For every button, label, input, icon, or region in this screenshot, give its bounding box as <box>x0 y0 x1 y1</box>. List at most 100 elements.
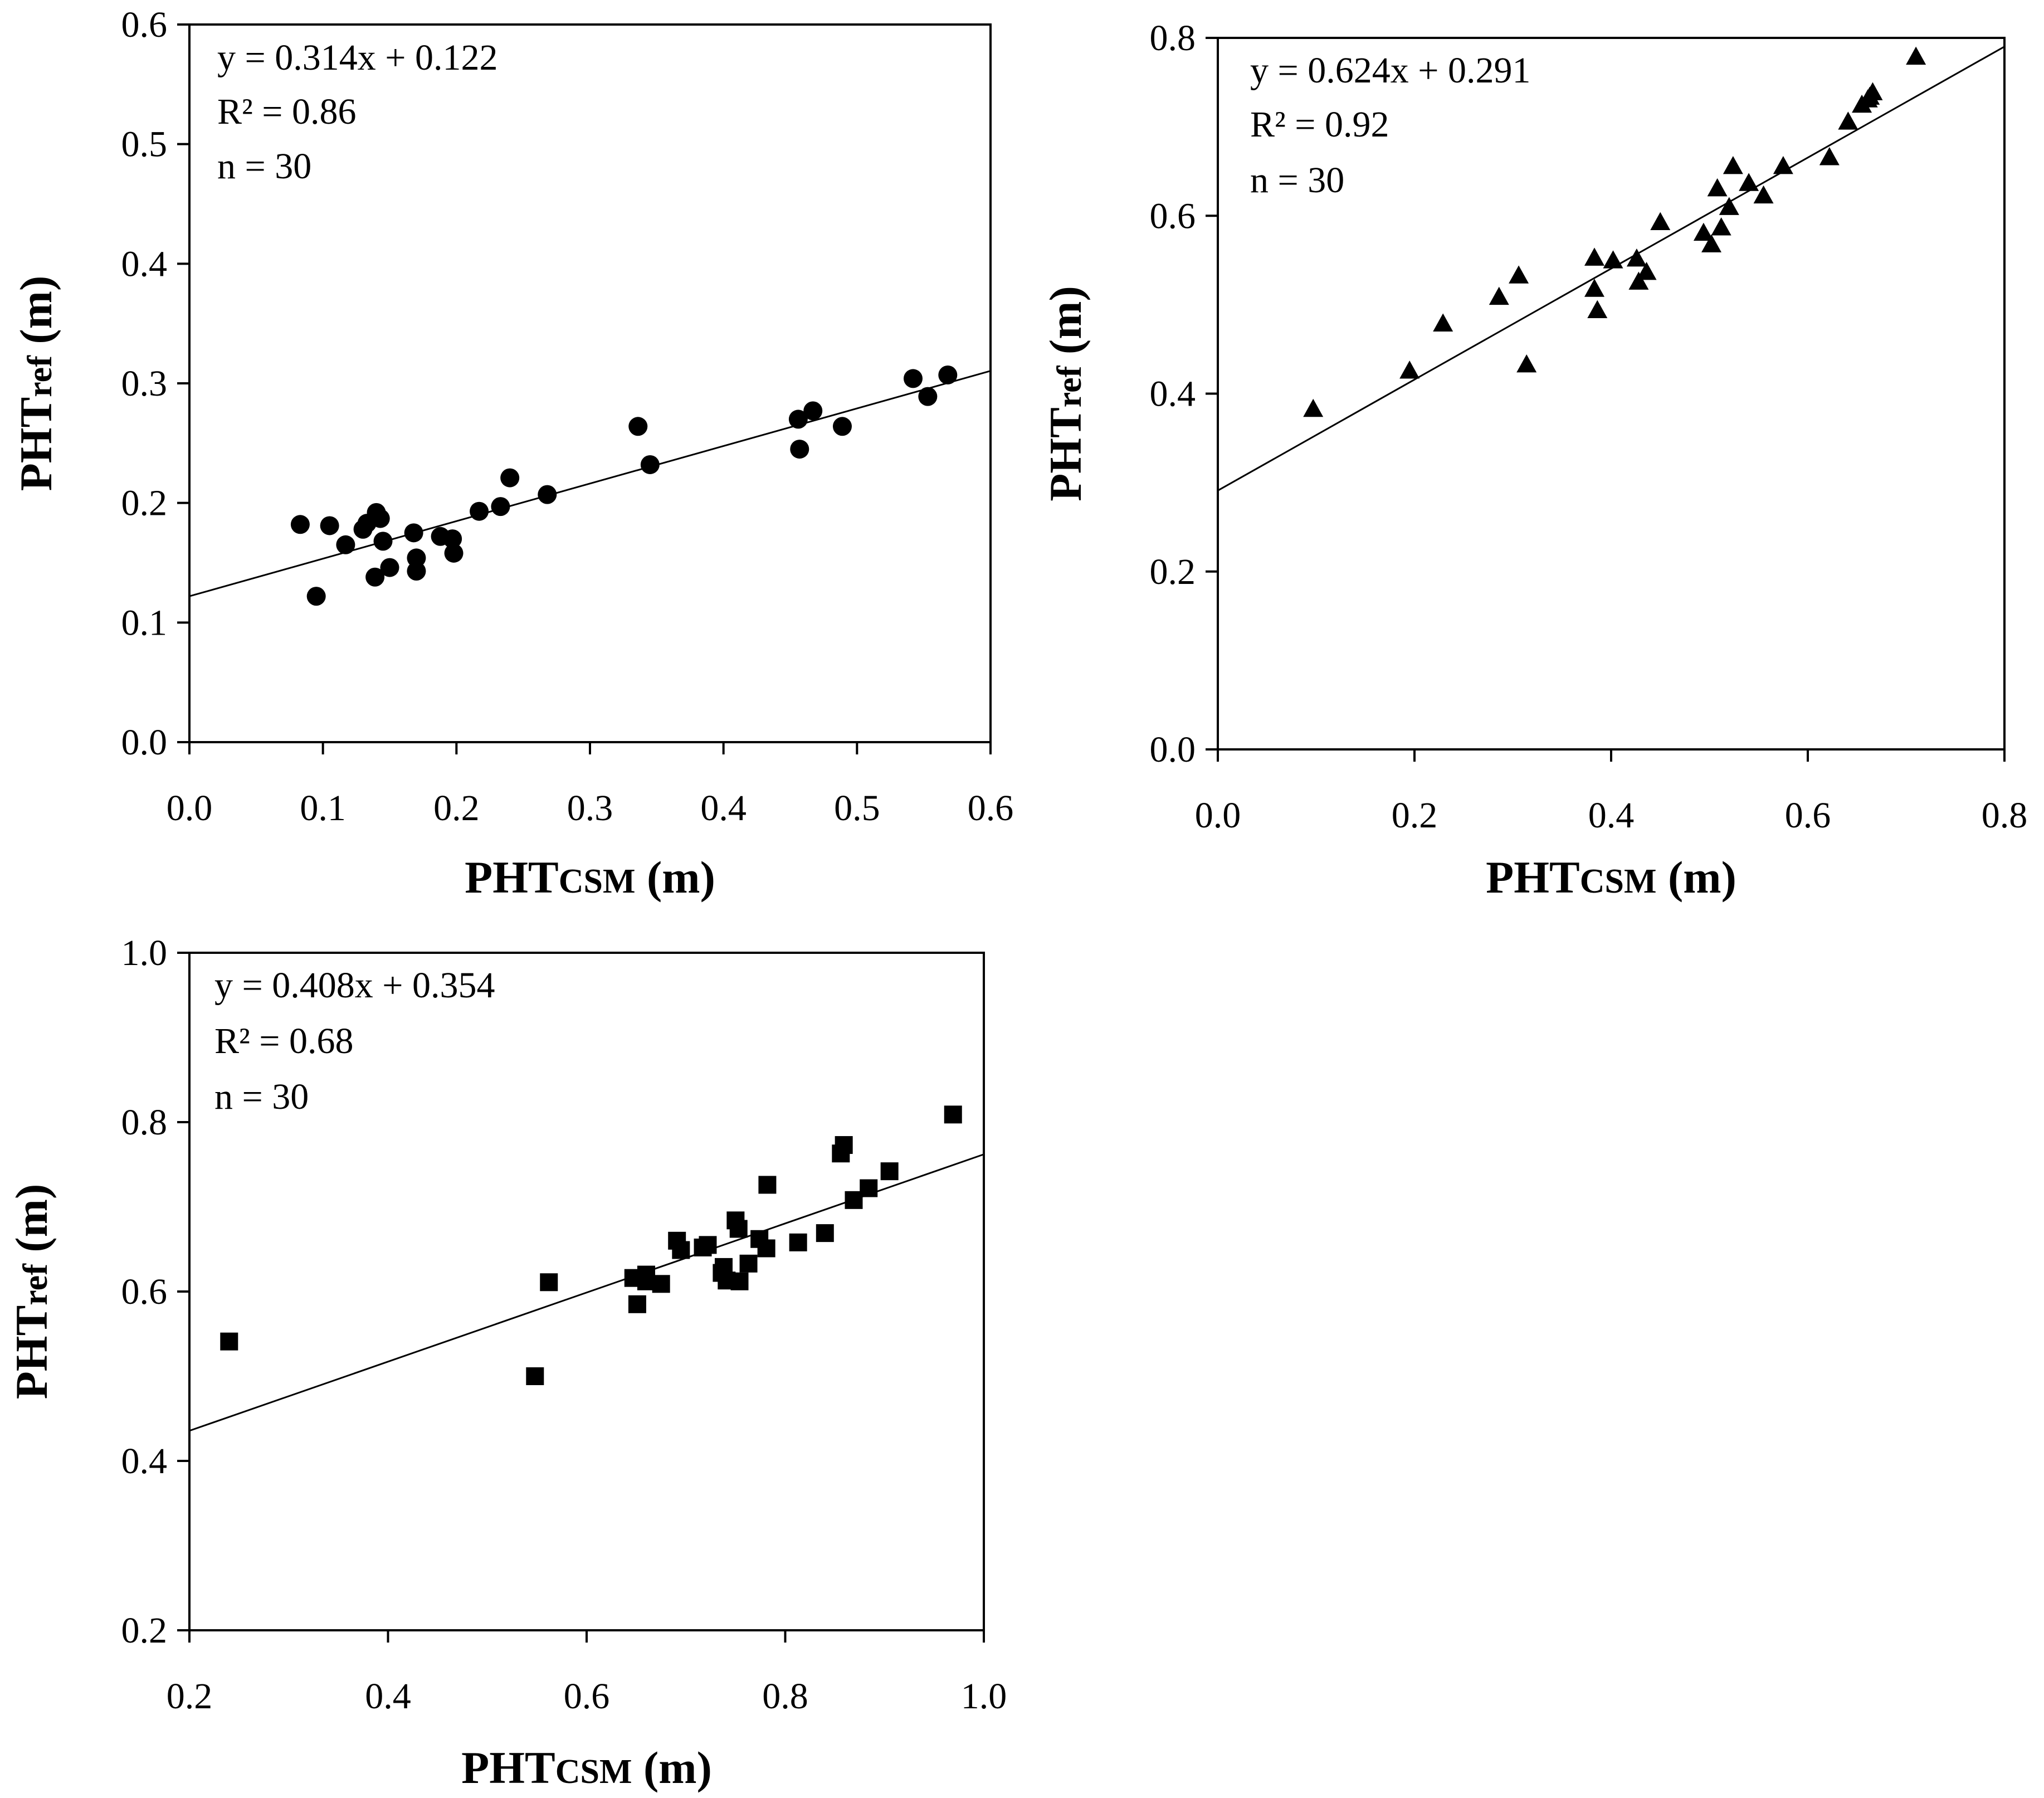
y-axis-title-subscript: ref <box>17 1263 55 1305</box>
y-tick-label: 0.5 <box>121 124 168 165</box>
data-point <box>788 410 808 429</box>
data-point <box>1399 360 1420 379</box>
data-point <box>1626 248 1647 267</box>
x-axis-title-unit: (m) <box>1656 852 1736 903</box>
data-point <box>729 1220 748 1238</box>
x-tick-label: 0.0 <box>167 788 213 829</box>
data-point <box>1584 279 1604 297</box>
x-axis-title-main: PHT <box>461 1742 555 1793</box>
x-axis-title-unit: (m) <box>635 852 715 903</box>
data-point <box>365 567 385 587</box>
y-tick-label: 0.4 <box>121 243 168 284</box>
data-point <box>1707 178 1728 197</box>
data-point <box>444 543 464 563</box>
regression-line <box>1217 46 2005 491</box>
data-point <box>290 515 310 534</box>
data-point <box>637 1272 655 1290</box>
regression-line <box>189 370 991 597</box>
data-point <box>652 1275 670 1293</box>
data-point <box>835 1136 853 1154</box>
x-axis-title-subscript: CSM <box>1580 863 1657 900</box>
data-point <box>1587 300 1608 319</box>
regression-equation: y = 0.624x + 0.291 <box>1250 50 1530 91</box>
y-axis-title-unit: (m) <box>1040 286 1091 366</box>
x-tick-label: 0.3 <box>567 788 613 829</box>
data-point <box>944 1105 962 1124</box>
data-point <box>880 1162 899 1181</box>
data-point <box>443 529 462 549</box>
y-axis-title: PHTref (m) <box>6 1184 57 1400</box>
data-point <box>526 1367 544 1385</box>
x-axis-title-main: PHT <box>1486 852 1580 903</box>
x-tick-label: 0.1 <box>300 788 346 829</box>
data-point <box>816 1224 834 1242</box>
data-point <box>1628 271 1649 290</box>
data-point <box>790 440 809 459</box>
data-point <box>1753 185 1774 204</box>
data-point <box>832 417 852 436</box>
y-tick-label: 0.6 <box>1150 196 1196 236</box>
x-tick-label: 0.4 <box>700 788 747 829</box>
data-point <box>628 417 648 436</box>
y-axis-title-main: PHT <box>6 1305 57 1400</box>
y-axis-title-unit: (m) <box>11 276 61 355</box>
x-tick-label: 0.8 <box>762 1676 808 1717</box>
x-tick-label: 0.6 <box>968 788 1014 829</box>
y-tick-label: 0.0 <box>1150 729 1196 770</box>
sample-size: n = 30 <box>217 146 311 187</box>
data-point <box>628 1295 646 1313</box>
y-tick-label: 0.6 <box>121 1271 168 1312</box>
x-tick-label: 0.4 <box>365 1676 411 1717</box>
x-tick-label: 0.6 <box>564 1676 610 1717</box>
y-tick-label: 0.2 <box>1150 552 1196 592</box>
y-axis-title-subscript: ref <box>21 355 59 397</box>
data-point <box>470 501 489 521</box>
x-axis-title-main: PHT <box>465 852 559 903</box>
data-point <box>500 468 520 488</box>
r-squared: R² = 0.68 <box>214 1021 354 1061</box>
r-squared: R² = 0.92 <box>1250 104 1389 145</box>
data-point <box>1906 46 1926 65</box>
sample-size: n = 30 <box>214 1076 309 1117</box>
x-axis-title-subscript: CSM <box>559 863 636 900</box>
data-point <box>491 497 510 517</box>
data-point <box>1303 398 1324 417</box>
x-axis-title: PHTCSM (m) <box>465 852 715 903</box>
data-point <box>918 387 938 406</box>
data-point <box>1650 212 1671 230</box>
y-axis-title-main: PHT <box>1040 407 1091 501</box>
data-point <box>1711 217 1731 236</box>
x-axis-title: PHTCSM (m) <box>461 1742 712 1793</box>
x-tick-label: 0.5 <box>834 788 880 829</box>
data-point <box>1603 250 1623 269</box>
y-tick-label: 0.4 <box>1150 374 1196 415</box>
data-point <box>1719 197 1739 215</box>
data-point <box>1723 156 1743 174</box>
data-point <box>404 523 423 543</box>
x-tick-label: 0.2 <box>433 788 480 829</box>
data-point <box>407 548 426 568</box>
plot-frame <box>188 23 992 743</box>
data-point <box>1773 156 1793 174</box>
y-tick-label: 0.4 <box>121 1441 168 1482</box>
y-axis-title-main: PHT <box>11 397 61 491</box>
y-tick-label: 0.1 <box>121 602 168 643</box>
data-point <box>538 485 557 504</box>
x-axis-title: PHTCSM (m) <box>1486 852 1736 903</box>
data-point <box>336 535 355 554</box>
regression-equation: y = 0.408x + 0.354 <box>214 965 495 1006</box>
data-point <box>407 562 426 581</box>
data-point <box>758 1176 777 1194</box>
y-tick-label: 1.0 <box>121 933 168 973</box>
scatter-panel-3: 0.2 0.4 0.6 0.8 1.0 0.2 0.4 0.6 0.8 1.0 y = 0.408x… <box>6 933 1007 1793</box>
data-point <box>739 1254 758 1273</box>
x-tick-label: 1.0 <box>961 1676 1007 1717</box>
data-point <box>380 558 399 577</box>
y-tick-label: 0.3 <box>121 363 168 404</box>
y-axis-title: PHTref (m) <box>1040 286 1091 501</box>
data-point <box>1739 173 1759 191</box>
data-point <box>730 1272 749 1290</box>
data-point <box>320 516 339 535</box>
x-tick-label: 0.0 <box>1195 795 1241 836</box>
